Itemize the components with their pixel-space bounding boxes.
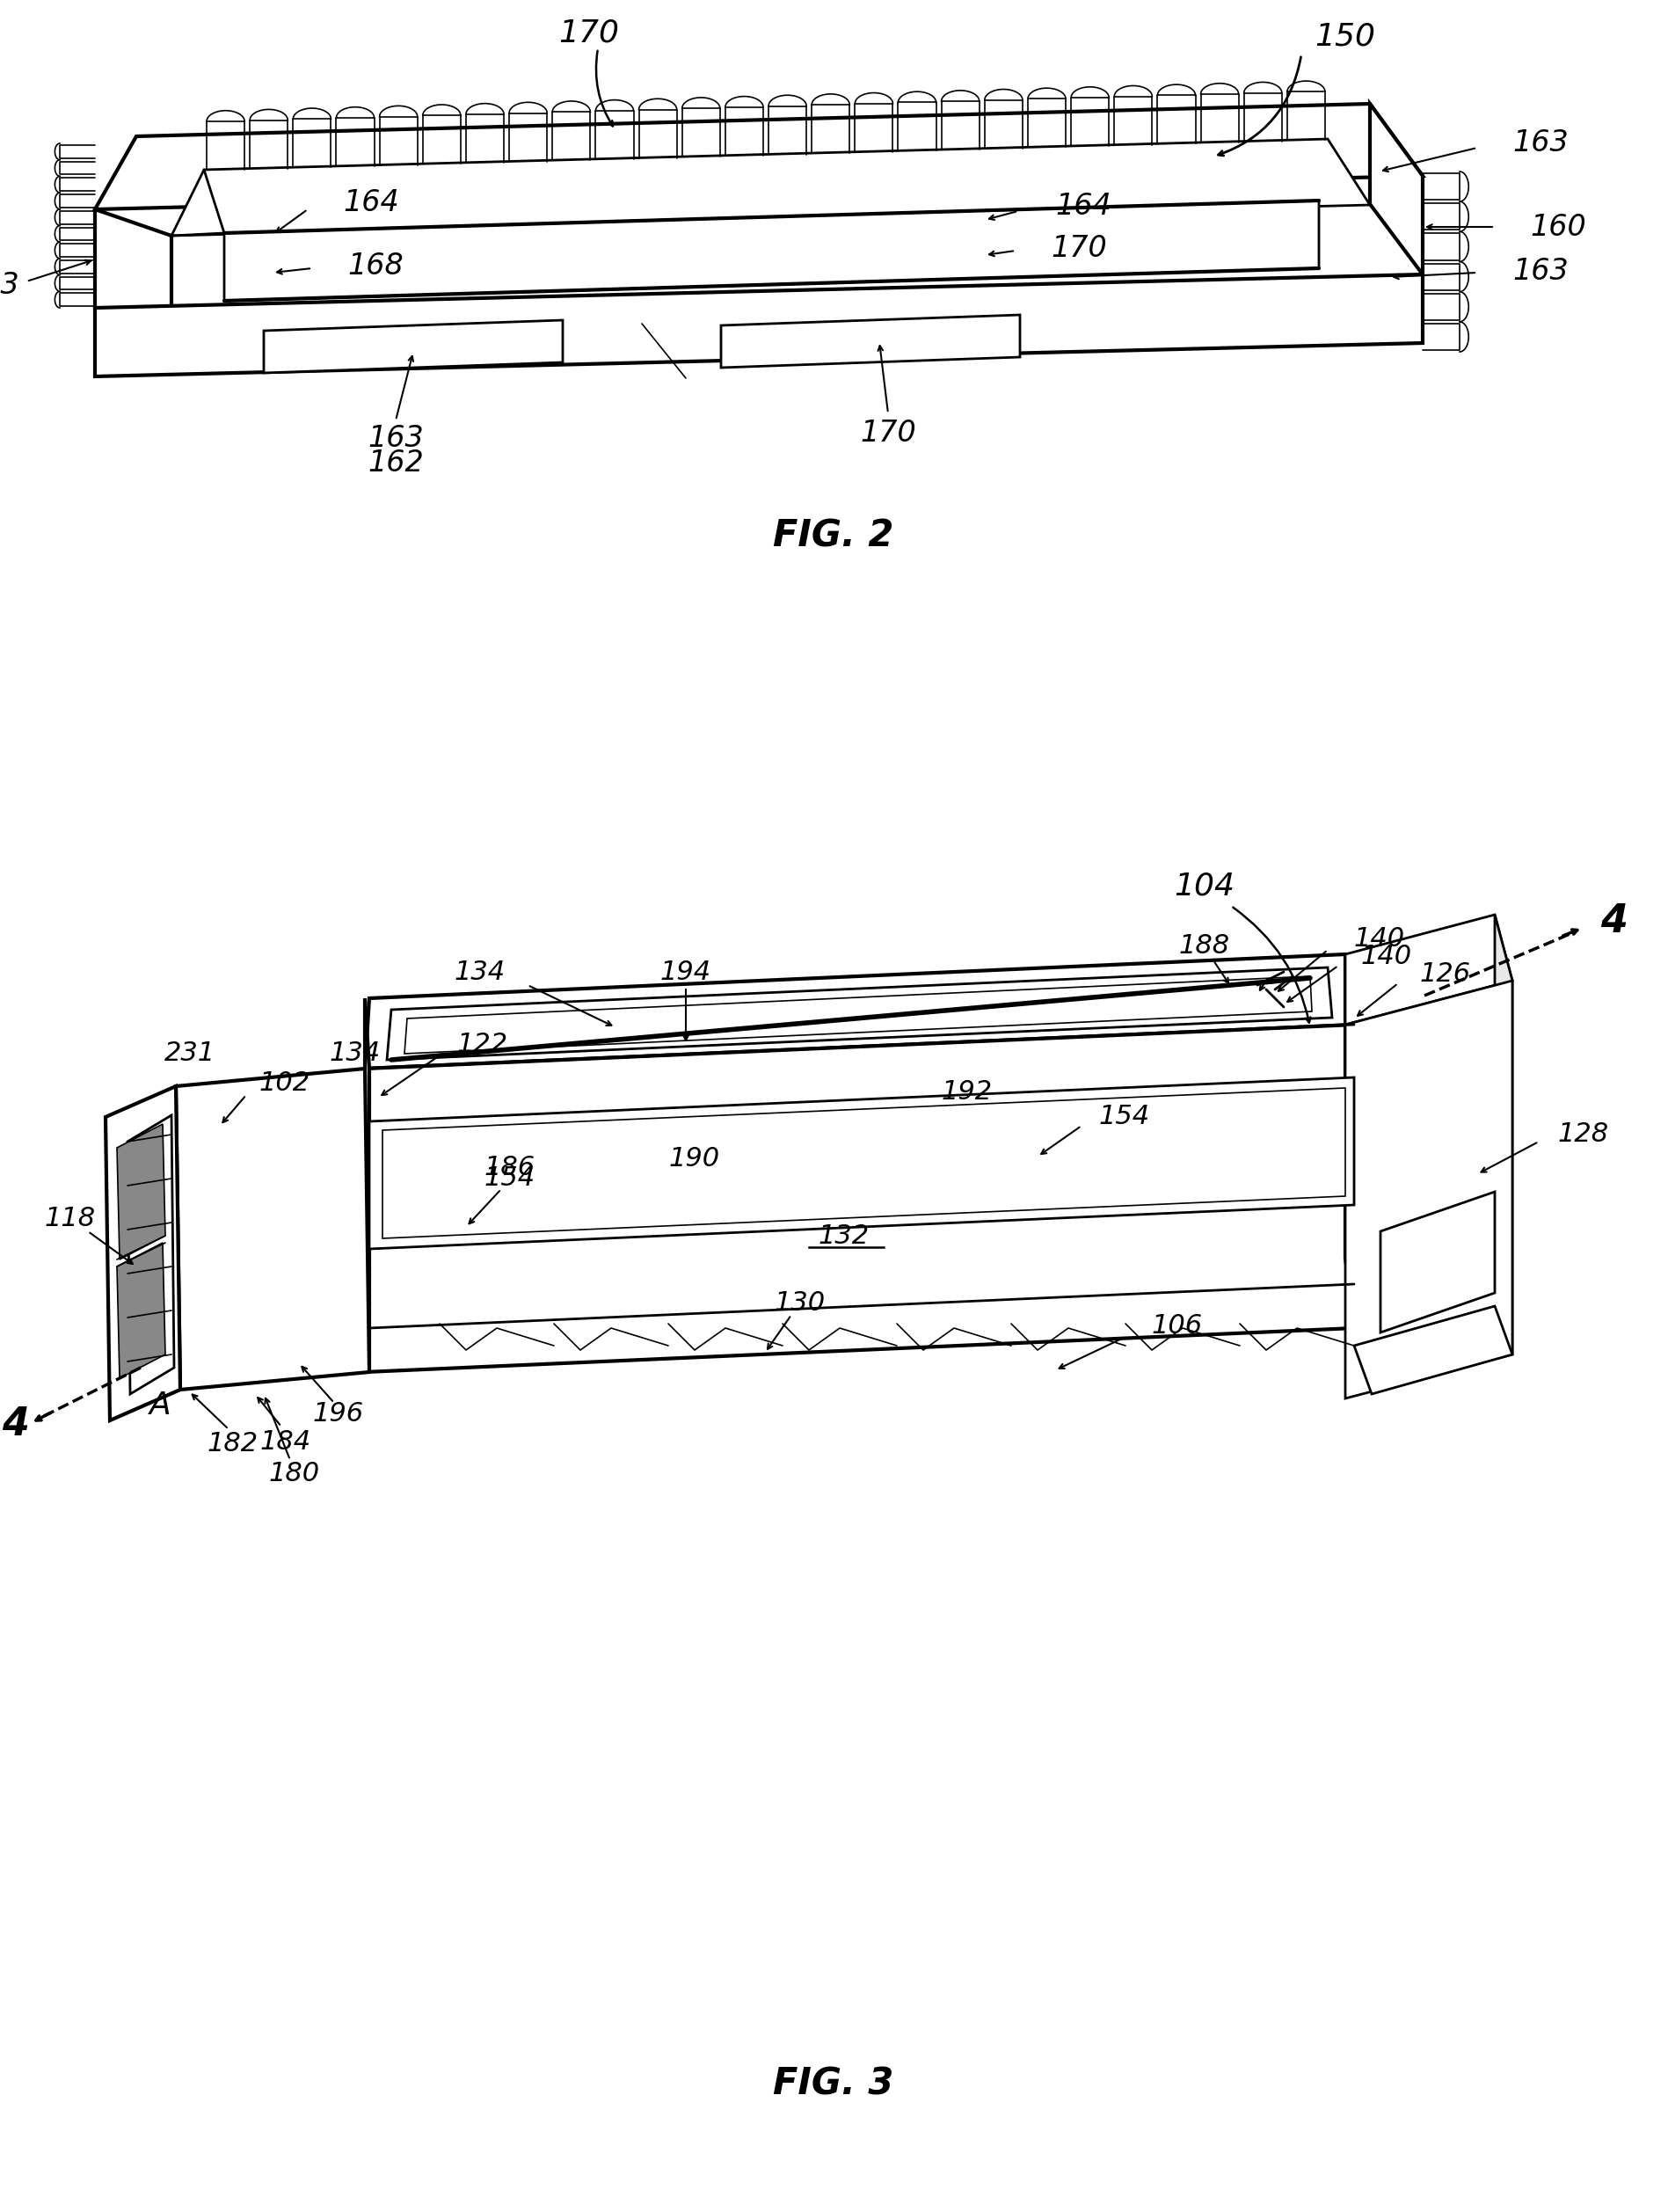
Polygon shape xyxy=(365,1024,1354,1371)
Text: 163: 163 xyxy=(367,422,424,453)
Text: 154: 154 xyxy=(1099,1104,1151,1130)
Polygon shape xyxy=(1346,953,1354,1327)
Text: 122: 122 xyxy=(457,1033,509,1057)
Text: 163: 163 xyxy=(1513,128,1568,157)
Polygon shape xyxy=(1495,916,1513,1354)
Text: 4: 4 xyxy=(1600,902,1628,940)
Text: 163: 163 xyxy=(0,272,20,301)
Text: 164: 164 xyxy=(344,188,399,217)
Polygon shape xyxy=(127,1115,173,1394)
Polygon shape xyxy=(1346,980,1513,1398)
Text: 102: 102 xyxy=(260,1071,310,1097)
Text: 160: 160 xyxy=(1530,212,1586,241)
Text: 192: 192 xyxy=(942,1079,992,1106)
Polygon shape xyxy=(365,998,369,1371)
Polygon shape xyxy=(1369,104,1423,274)
Text: 170: 170 xyxy=(1051,234,1108,263)
Text: A: A xyxy=(150,1391,172,1420)
Text: 126: 126 xyxy=(1419,962,1471,987)
Text: 188: 188 xyxy=(1179,933,1231,958)
Text: 128: 128 xyxy=(1558,1121,1610,1148)
Text: 180: 180 xyxy=(269,1460,320,1486)
Polygon shape xyxy=(117,1243,165,1378)
Text: FIG. 2: FIG. 2 xyxy=(774,518,894,555)
Text: 170: 170 xyxy=(559,18,619,49)
Polygon shape xyxy=(264,321,562,374)
Text: 132: 132 xyxy=(819,1223,869,1248)
Polygon shape xyxy=(382,1088,1346,1239)
Text: 194: 194 xyxy=(661,960,711,984)
Text: 140: 140 xyxy=(1354,927,1404,951)
Text: 118: 118 xyxy=(45,1206,95,1230)
Text: 134: 134 xyxy=(330,1042,380,1066)
Text: 154: 154 xyxy=(484,1166,535,1192)
Polygon shape xyxy=(95,274,1423,376)
Polygon shape xyxy=(1354,1305,1513,1394)
Text: 231: 231 xyxy=(165,1042,215,1066)
Text: 182: 182 xyxy=(207,1431,259,1458)
Text: 163: 163 xyxy=(1513,257,1568,285)
Polygon shape xyxy=(175,1068,369,1389)
Polygon shape xyxy=(1381,1192,1495,1332)
Polygon shape xyxy=(404,975,1313,1053)
Text: 190: 190 xyxy=(669,1146,721,1172)
Text: 104: 104 xyxy=(1174,872,1234,902)
Text: 4: 4 xyxy=(2,1407,30,1444)
Polygon shape xyxy=(117,1124,165,1259)
Polygon shape xyxy=(365,953,1354,1068)
Polygon shape xyxy=(95,104,1423,210)
Polygon shape xyxy=(105,1086,180,1420)
Polygon shape xyxy=(95,210,172,334)
Text: FIG. 3: FIG. 3 xyxy=(774,2066,894,2104)
Polygon shape xyxy=(1346,916,1513,1024)
Text: 134: 134 xyxy=(454,960,505,984)
Text: 150: 150 xyxy=(1314,22,1376,51)
Polygon shape xyxy=(387,967,1333,1060)
Text: 168: 168 xyxy=(347,252,404,281)
Text: 106: 106 xyxy=(1153,1314,1203,1338)
Text: 186: 186 xyxy=(484,1155,535,1181)
Text: 164: 164 xyxy=(1056,192,1111,221)
Polygon shape xyxy=(369,1077,1354,1250)
Text: 140: 140 xyxy=(1361,945,1413,969)
Text: 162: 162 xyxy=(367,449,424,478)
Text: 170: 170 xyxy=(861,418,916,447)
Text: 184: 184 xyxy=(260,1429,312,1455)
Text: 196: 196 xyxy=(314,1402,364,1427)
Polygon shape xyxy=(224,201,1319,301)
Polygon shape xyxy=(721,314,1019,367)
Polygon shape xyxy=(172,139,1369,237)
Text: 130: 130 xyxy=(774,1290,826,1316)
